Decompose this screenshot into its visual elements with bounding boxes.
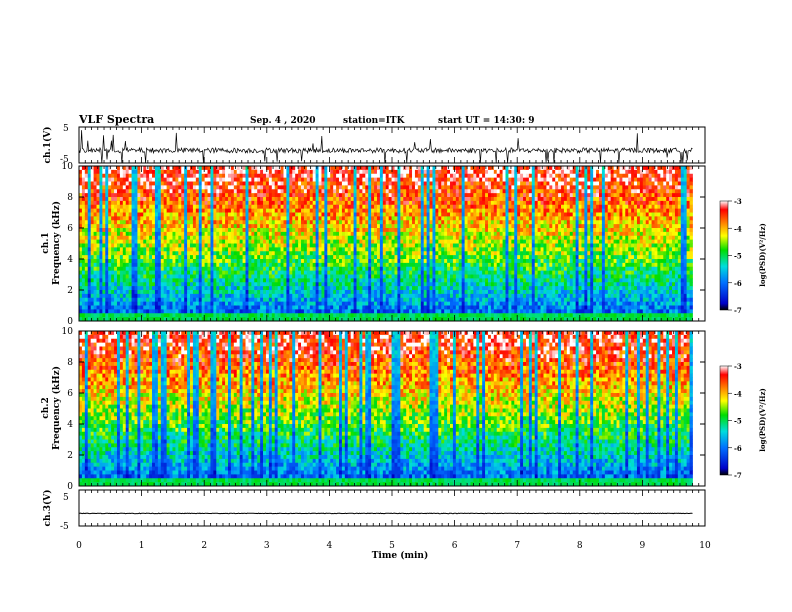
freq-tick-label: 8 <box>67 358 73 368</box>
freq-tick-label: 2 <box>67 451 73 461</box>
station-label: station=ITK <box>343 116 406 126</box>
ch3-ytick-neg5: -5 <box>60 522 69 532</box>
colorbar-tick-label: -3 <box>734 197 742 206</box>
ch2-colorbar <box>719 365 729 476</box>
time-tick-label: 1 <box>139 541 145 551</box>
ch1-spectrogram-ylabel-2: Frequency (kHz) <box>51 201 62 285</box>
colorbar-tick-label: -3 <box>734 362 742 371</box>
colorbar-tick-label: -7 <box>734 306 742 315</box>
ch1-spectrogram-image <box>79 166 693 322</box>
time-tick-label: 6 <box>452 541 458 551</box>
time-tick-label: 7 <box>514 541 520 551</box>
freq-tick-label: 0 <box>67 317 73 327</box>
freq-tick-label: 4 <box>67 255 73 265</box>
freq-tick-label: 10 <box>62 327 74 337</box>
ch1-ytick-neg5: -5 <box>60 155 69 165</box>
ch2-spectrogram-ylabel-1: ch.2 <box>41 397 51 418</box>
ch1-waveform-trace <box>78 130 693 164</box>
ch1-ytick-5: 5 <box>63 124 69 134</box>
time-axis-ticks <box>78 127 706 526</box>
freq-tick-label: 10 <box>62 162 74 172</box>
colorbar-tick-label: -4 <box>734 224 742 233</box>
colorbar-tick-label: -5 <box>734 252 742 261</box>
date-label: Sep. 4 , 2020 <box>250 116 316 126</box>
ch1-spectrogram-ylabel-1: ch.1 <box>41 232 51 253</box>
ch2-spectrogram-ylabel-2: Frequency (kHz) <box>51 366 62 450</box>
colorbar-tick-label: -6 <box>734 279 742 288</box>
freq-tick-label: 2 <box>67 286 73 296</box>
ch1-colorbar <box>719 200 729 311</box>
time-tick-label: 2 <box>201 541 207 551</box>
freq-tick-label: 4 <box>67 420 73 430</box>
freq-tick-label: 8 <box>67 193 73 203</box>
colorbar-tick-label: -4 <box>734 389 742 398</box>
ch3-waveform-line <box>78 512 693 515</box>
colorbar-tick-label: -6 <box>734 444 742 453</box>
figure-title: VLF Spectra <box>78 113 154 126</box>
time-axis-tick-labels: 0 1 2 3 4 5 6 7 8 9 10 <box>76 541 711 551</box>
freq-tick-label: 6 <box>67 389 73 399</box>
ch1-waveform-ylabel: ch.1(V) <box>42 127 53 164</box>
start-ut-label: start UT = 14:30: 9 <box>438 116 535 126</box>
time-tick-label: 5 <box>389 541 395 551</box>
ch3-waveform-ylabel: ch.3(V) <box>42 490 53 527</box>
time-tick-label: 8 <box>577 541 583 551</box>
ch2-colorbar-label: log(PSD)(V²/Hz) <box>758 388 767 452</box>
time-tick-label: 0 <box>76 541 82 551</box>
ch2-spectrogram-image <box>79 331 693 487</box>
ch3-ytick-5: 5 <box>63 493 69 503</box>
ch1-colorbar-label: log(PSD)(V²/Hz) <box>758 223 767 287</box>
time-tick-label: 10 <box>699 541 711 551</box>
colorbar-tick-label: -5 <box>734 417 742 426</box>
ch3-waveform-trace <box>78 512 693 515</box>
colorbar-tick-label: -7 <box>734 471 742 480</box>
time-tick-label: 3 <box>264 541 270 551</box>
time-tick-label: 4 <box>327 541 333 551</box>
time-axis-label: Time (min) <box>372 550 429 561</box>
time-tick-label: 9 <box>640 541 646 551</box>
freq-tick-label: 0 <box>67 482 73 492</box>
freq-tick-label: 6 <box>67 224 73 234</box>
ch1-waveform-line <box>78 130 693 164</box>
